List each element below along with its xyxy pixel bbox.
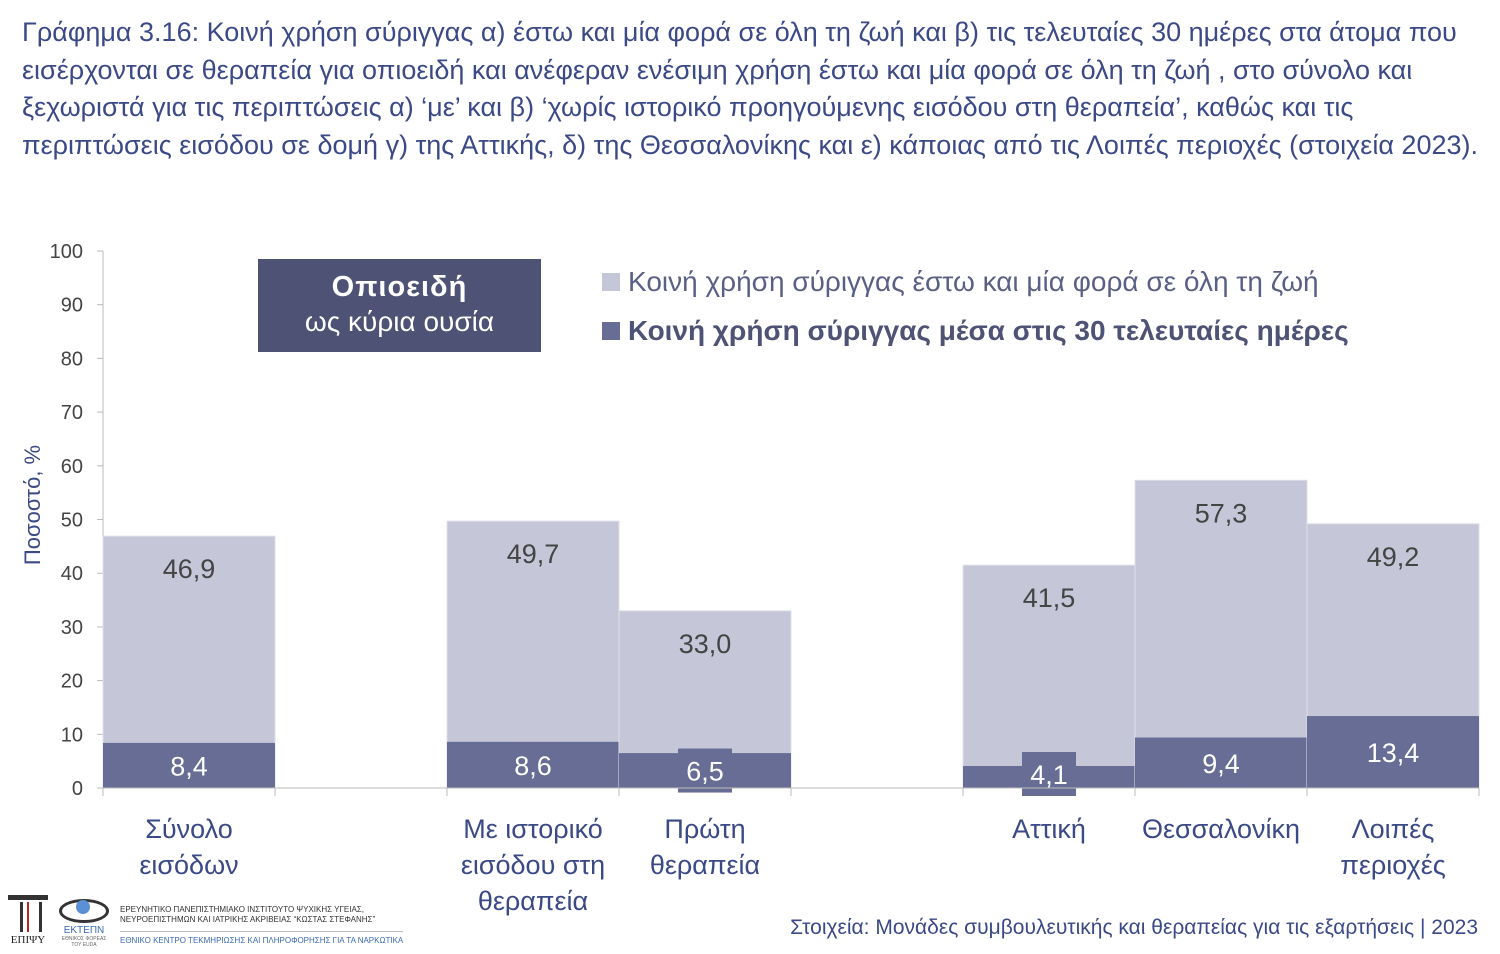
value-label-last30: 8,6 — [514, 751, 552, 781]
institute-line3: ΕΘΝΙΚΟ ΚΕΝΤΡΟ ΤΕΚΜΗΡΙΩΣΗΣ ΚΑΙ ΠΛΗΡΟΦΟΡΗΣ… — [120, 931, 404, 946]
value-label-lifetime: 57,3 — [1195, 498, 1248, 528]
value-label-last30: 6,5 — [686, 757, 724, 787]
y-tick-label: 30 — [61, 617, 83, 639]
value-label-last30: 4,1 — [1030, 760, 1068, 790]
x-tick-label: περιοχές — [1340, 850, 1446, 880]
x-tick-label: Λοιπές — [1352, 814, 1435, 844]
value-label-last30: 8,4 — [170, 751, 208, 781]
source-note: Στοιχεία: Μονάδες συμβουλευτικής και θερ… — [790, 916, 1478, 939]
y-tick-label: 100 — [50, 241, 83, 263]
value-label-bg — [678, 748, 732, 793]
logos: ΕΠΙΨΥ ΕΚΤΕΠΝ ΕΘΝΙΚΟΣ ΦΟΡΕΑΣ ΤΟΥ EUDA ΕΡΕ… — [8, 895, 404, 948]
institute-line1: ΕΡΕΥΝΗΤΙΚΟ ΠΑΝΕΠΙΣΤΗΜΙΑΚΟ ΙΝΣΤΙΤΟΥΤΟ ΨΥΧ… — [120, 905, 364, 914]
legend-label-lifetime: Κοινή χρήση σύριγγας έστω και μία φορά σ… — [628, 266, 1319, 297]
value-label-last30: 13,4 — [1367, 738, 1420, 768]
x-tick-label: Με ιστορικό — [463, 814, 603, 844]
y-tick-label: 80 — [61, 348, 83, 370]
epipsy-logo: ΕΠΙΨΥ — [8, 895, 48, 946]
y-tick-label: 50 — [61, 510, 83, 532]
x-tick-label: εισόδου στη — [461, 850, 605, 880]
y-tick-label: 60 — [61, 456, 83, 478]
legend-swatch-last30 — [602, 322, 620, 340]
value-label-last30: 9,4 — [1202, 749, 1240, 779]
value-label-bg — [1194, 740, 1248, 785]
x-tick-label: Αττική — [1012, 814, 1086, 844]
bar-lifetime — [1134, 479, 1308, 789]
legend-item-lifetime: Κοινή χρήση σύριγγας έστω και μία φορά σ… — [602, 266, 1319, 298]
badge-line2: ως κύρια ουσία — [304, 306, 495, 337]
y-tick-label: 20 — [61, 671, 83, 693]
value-label-lifetime: 46,9 — [163, 554, 216, 584]
x-tick-label: εισόδων — [139, 850, 238, 880]
chart-title: Γράφημα 3.16: Κοινή χρήση σύριγγας α) έσ… — [22, 17, 1478, 160]
value-label-lifetime: 49,7 — [507, 539, 560, 569]
ektepn-text: ΕΚΤΕΠΝ — [63, 925, 105, 936]
value-label-bg — [162, 743, 216, 788]
substance-badge: Οπιοειδή ως κύρια ουσία — [258, 259, 541, 352]
y-tick-label: 10 — [61, 724, 83, 746]
y-axis-label: Ποσοστό, % — [20, 445, 45, 565]
ektepn-logo: ΕΚΤΕΠΝ ΕΘΝΙΚΟΣ ΦΟΡΕΑΣ ΤΟΥ EUDA — [58, 895, 110, 948]
value-label-bg — [506, 742, 560, 787]
x-tick-label: θεραπεία — [650, 850, 760, 880]
x-tick-label: Σύνολο — [145, 814, 233, 844]
y-tick-label: 70 — [61, 402, 83, 424]
x-tick-label: Πρώτη — [664, 814, 745, 844]
ektepn-sub: ΕΘΝΙΚΟΣ ΦΟΡΕΑΣ ΤΟΥ EUDA — [61, 936, 107, 948]
x-tick-label: Θεσσαλονίκη — [1142, 814, 1300, 844]
value-label-lifetime: 49,2 — [1367, 542, 1420, 572]
y-tick-label: 40 — [61, 563, 83, 585]
legend-item-last30: Κοινή χρήση σύριγγας μέσα στις 30 τελευτ… — [602, 315, 1349, 347]
legend-label-last30: Κοινή χρήση σύριγγας μέσα στις 30 τελευτ… — [628, 315, 1349, 346]
value-label-lifetime: 33,0 — [679, 629, 732, 659]
epipsy-text: ΕΠΙΨΥ — [10, 934, 46, 946]
y-tick-label: 0 — [72, 778, 83, 800]
badge-line1: Οπιοειδή — [331, 271, 468, 303]
value-label-lifetime: 41,5 — [1023, 583, 1076, 613]
institute-line2: ΝΕΥΡΟΕΠΙΣΤΗΜΩΝ ΚΑΙ ΙΑΤΡΙΚΗΣ ΑΚΡΙΒΕΙΑΣ “Κ… — [120, 915, 376, 924]
bar-lifetime — [962, 564, 1136, 789]
y-tick-label: 90 — [61, 295, 83, 317]
value-label-bg — [1022, 752, 1076, 796]
x-tick-label: θεραπεία — [478, 886, 588, 916]
value-label-bg — [1366, 730, 1420, 775]
legend-swatch-lifetime — [602, 273, 620, 291]
